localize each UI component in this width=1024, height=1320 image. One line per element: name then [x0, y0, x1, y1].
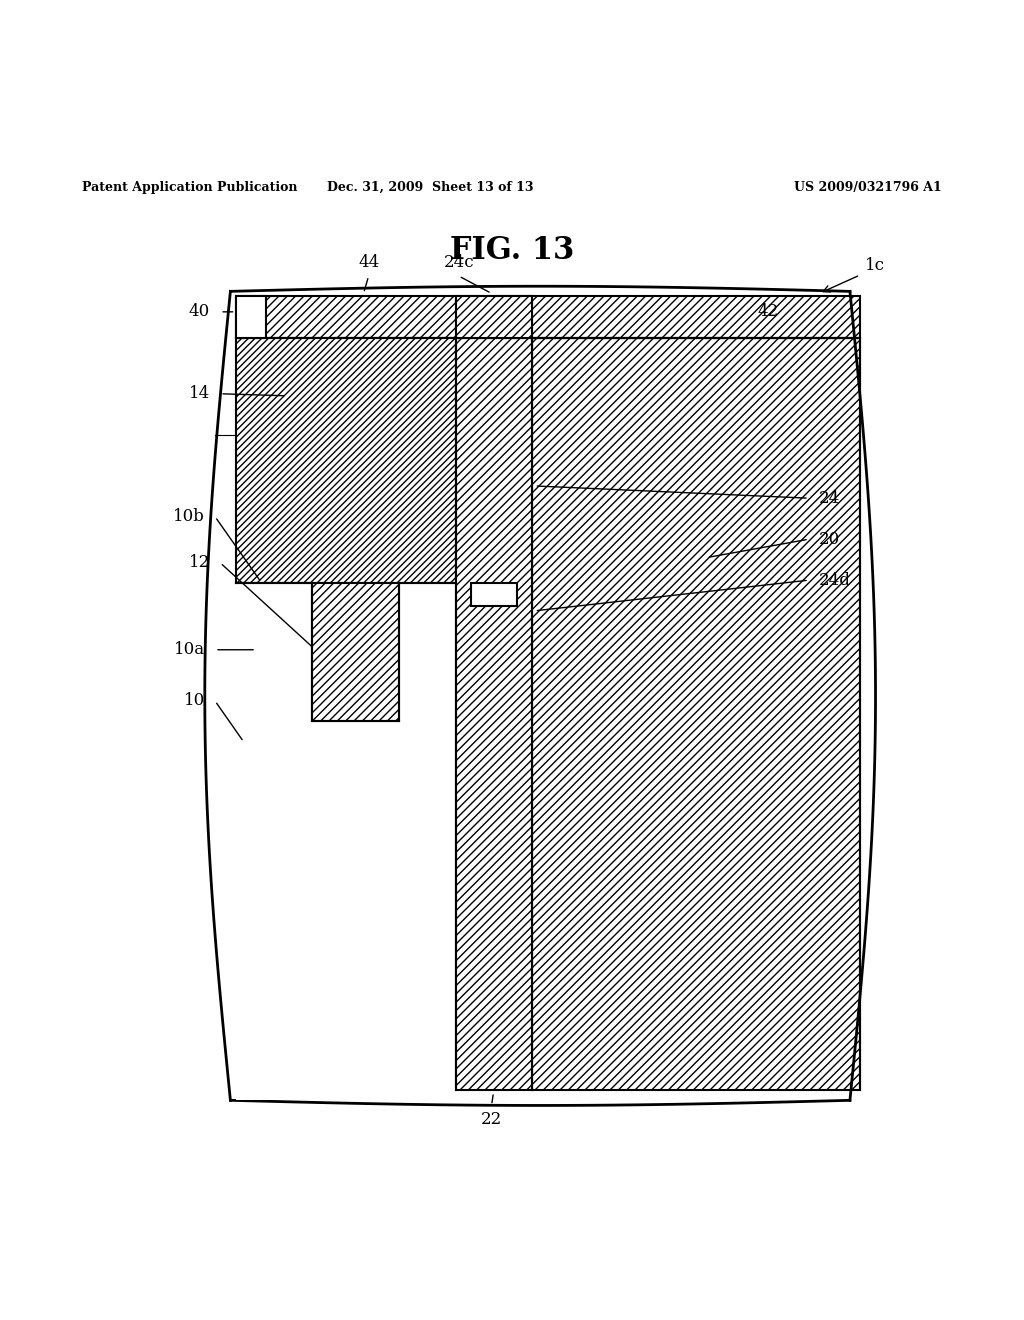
Text: 24: 24 — [819, 490, 841, 507]
Text: Dec. 31, 2009  Sheet 13 of 13: Dec. 31, 2009 Sheet 13 of 13 — [327, 181, 534, 194]
Text: 12: 12 — [188, 554, 210, 572]
Bar — [312, 583, 399, 722]
Text: 10a: 10a — [174, 642, 205, 659]
Bar — [532, 338, 860, 1090]
Bar — [236, 297, 860, 338]
Text: FIG. 13: FIG. 13 — [450, 235, 574, 267]
Bar — [456, 297, 532, 338]
Text: 24d: 24d — [819, 572, 851, 589]
Bar — [236, 338, 456, 583]
Text: 24c: 24c — [443, 253, 474, 271]
Text: 22: 22 — [481, 1110, 502, 1127]
Text: US 2009/0321796 A1: US 2009/0321796 A1 — [795, 181, 942, 194]
Text: 20: 20 — [819, 531, 841, 548]
Bar — [236, 297, 266, 338]
Text: 10b: 10b — [173, 508, 205, 525]
Text: 10: 10 — [183, 693, 205, 709]
Bar — [236, 583, 312, 1101]
Text: 42: 42 — [757, 304, 778, 321]
Bar — [456, 338, 532, 1090]
Text: 1c: 1c — [865, 257, 886, 275]
Text: 44: 44 — [358, 253, 379, 271]
Bar — [471, 583, 517, 606]
Bar — [312, 583, 399, 722]
Text: 14: 14 — [188, 385, 210, 403]
Text: 40: 40 — [188, 304, 210, 321]
Text: Patent Application Publication: Patent Application Publication — [82, 181, 297, 194]
